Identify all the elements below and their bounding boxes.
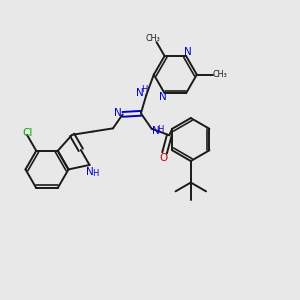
Text: O: O [159,153,167,163]
Text: N: N [152,126,160,136]
Text: CH₃: CH₃ [212,70,227,79]
Text: H: H [158,125,164,134]
Text: N: N [85,167,93,176]
Text: CH₃: CH₃ [146,34,160,43]
Text: H: H [141,85,148,94]
Text: H: H [92,169,98,178]
Text: N: N [114,108,122,118]
Text: Cl: Cl [22,128,32,138]
Text: N: N [136,88,144,98]
Text: N: N [159,92,167,102]
Text: N: N [184,47,191,57]
